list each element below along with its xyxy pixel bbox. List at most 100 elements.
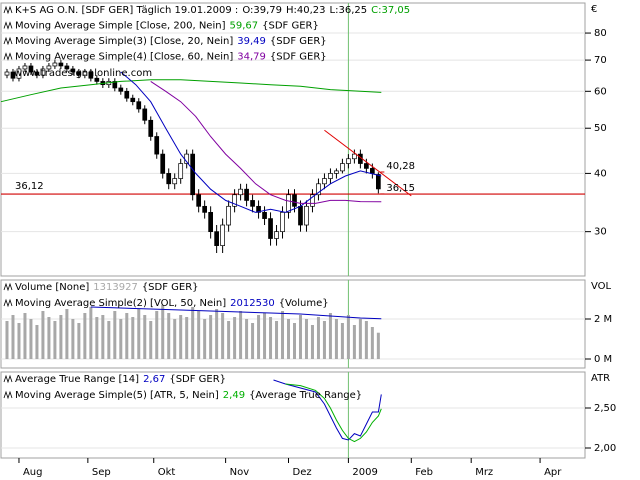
- volume-bar: [131, 317, 135, 359]
- legend-text: Average True Range [14]: [15, 374, 139, 385]
- x-tick-label: Sep: [92, 467, 111, 478]
- candle-body: [16, 68, 22, 79]
- candle-body: [166, 173, 172, 185]
- legend-text: Moving Average Simple(4) [Close, 60, Nei…: [15, 52, 233, 63]
- horizontal-line-label: 36,12: [15, 181, 44, 192]
- legend-text: L:36,25: [330, 5, 368, 16]
- legend-text: Moving Average Simple [Close, 200, Nein]: [15, 21, 226, 32]
- candle-body: [292, 194, 297, 207]
- volume-bar: [287, 319, 291, 359]
- volume-bar: [65, 309, 69, 359]
- axis-label: €: [591, 4, 597, 15]
- legend-text: 1313927: [93, 282, 138, 293]
- volume-bar: [281, 311, 285, 359]
- volume-bar: [47, 317, 51, 359]
- volume-bar: [310, 325, 314, 359]
- x-tick-label: Apr: [544, 467, 562, 478]
- legend-entry: K+S AG O.N. [SDF GER] Täglich 19.01.2009…: [15, 5, 410, 16]
- volume-bar: [376, 332, 380, 359]
- candle-body: [238, 188, 243, 196]
- candle-body: [298, 205, 303, 226]
- candle-body: [142, 108, 148, 121]
- candle-body: [340, 163, 345, 172]
- legend-text: K+S AG O.N. [SDF GER] Täglich 19.01.2009…: [15, 5, 238, 16]
- volume-bar: [119, 319, 123, 359]
- candle-body: [346, 158, 351, 164]
- candle-body: [334, 170, 339, 174]
- legend-icon: [3, 390, 13, 400]
- legend-text: O:39,79: [242, 5, 282, 16]
- volume-bar: [53, 321, 57, 359]
- candle-body: [58, 62, 64, 67]
- candle-body: [10, 71, 16, 79]
- volume-bar: [89, 307, 93, 359]
- candle-body: [328, 173, 333, 179]
- legend-text: {SDF GER}: [270, 52, 327, 63]
- volume-bar: [95, 317, 99, 359]
- volume-bar: [292, 323, 296, 359]
- volume-bar: [275, 321, 279, 359]
- volume-bar: [209, 315, 213, 359]
- candle-body: [34, 71, 40, 76]
- candle-body: [64, 65, 70, 70]
- volume-bar: [298, 315, 302, 359]
- candle-body: [190, 153, 196, 196]
- legend-icon: [3, 282, 13, 292]
- y-tick-label: 2 M: [594, 314, 612, 325]
- volume-bar: [35, 325, 39, 359]
- candle-body: [22, 65, 28, 70]
- legend-text: 2,67: [143, 374, 165, 385]
- legend-text: 2012530: [230, 298, 275, 309]
- candle-body: [202, 205, 208, 213]
- volume-bar: [370, 327, 374, 359]
- legend-icon: [3, 298, 13, 308]
- legend-entry: Moving Average Simple(4) [Close, 60, Nei…: [15, 52, 327, 63]
- legend-entry: Volume [None] 1313927 {SDF GER}: [15, 282, 199, 293]
- volume-bar: [346, 315, 350, 359]
- candle-body: [262, 212, 267, 219]
- watermark: www.tradesignalonline.com: [14, 68, 152, 79]
- candle-body: [118, 87, 124, 92]
- volume-bar: [107, 321, 111, 359]
- series-line: [273, 379, 382, 441]
- legend-text: {SDF GER}: [169, 374, 226, 385]
- legend-text: 2,49: [223, 390, 245, 401]
- legend-text: 59,67: [229, 21, 258, 32]
- candle-body: [112, 81, 118, 89]
- volume-bar: [113, 311, 117, 359]
- series-line: [150, 80, 382, 204]
- volume-bar: [215, 309, 219, 359]
- volume-bar: [227, 321, 231, 359]
- candle-body: [124, 90, 130, 99]
- candle-body: [226, 205, 231, 226]
- volume-bar: [221, 313, 225, 359]
- candle-body: [316, 183, 321, 196]
- trend-line: [324, 129, 412, 197]
- x-tick-label: Mrz: [475, 467, 493, 478]
- candle-body: [94, 77, 100, 82]
- legend-entry: Moving Average Simple(3) [Close, 20, Nei…: [15, 36, 327, 47]
- series-line: [0, 79, 382, 103]
- volume-bar: [257, 315, 261, 359]
- point-label: 40,28: [386, 161, 415, 172]
- axis-label: ATR: [591, 373, 610, 384]
- legend-icon: [3, 5, 13, 15]
- x-tick-label: Aug: [23, 467, 43, 478]
- y-tick-label: 0 M: [594, 354, 612, 365]
- volume-bar: [125, 313, 129, 359]
- point-label: 36,15: [386, 183, 415, 194]
- candle-body: [214, 231, 219, 246]
- volume-bar: [239, 311, 243, 359]
- candle-body: [274, 231, 279, 239]
- volume-bar: [364, 321, 368, 359]
- x-tick-label: Feb: [415, 467, 433, 478]
- volume-bar: [245, 319, 249, 359]
- volume-bar: [358, 319, 362, 359]
- x-tick-label: 2009: [352, 467, 377, 478]
- candle-body: [160, 153, 166, 174]
- volume-bar: [59, 315, 63, 359]
- series-line: [120, 71, 382, 213]
- candle-body: [40, 68, 46, 76]
- candle-body: [310, 194, 315, 207]
- y-tick-label: 50: [594, 123, 607, 134]
